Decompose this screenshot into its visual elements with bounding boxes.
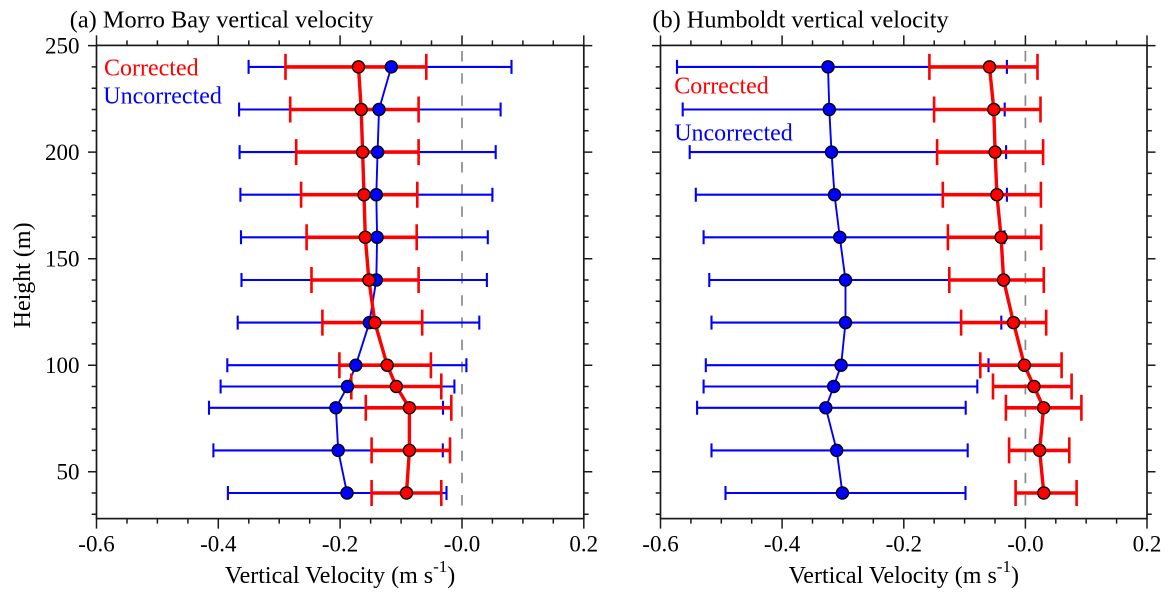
svg-text:100: 100 [45, 353, 80, 378]
svg-text:-0.6: -0.6 [78, 532, 114, 557]
svg-text:-0.6: -0.6 [642, 532, 678, 557]
svg-text:Height (m): Height (m) [10, 222, 36, 328]
svg-text:Uncorrected: Uncorrected [103, 84, 222, 110]
svg-text:250: 250 [45, 33, 80, 58]
svg-text:Vertical Velocity (m s-1): Vertical Velocity (m s-1) [225, 557, 455, 589]
svg-text:0.2: 0.2 [1133, 532, 1162, 557]
svg-text:Vertical Velocity (m s-1): Vertical Velocity (m s-1) [789, 557, 1019, 589]
svg-text:Corrected: Corrected [104, 56, 199, 82]
svg-text:Uncorrected: Uncorrected [674, 121, 793, 147]
svg-text:-0.4: -0.4 [764, 532, 801, 557]
svg-text:(a) Morro Bay vertical velocit: (a) Morro Bay vertical velocity [70, 7, 374, 34]
svg-text:150: 150 [45, 247, 80, 272]
svg-text:Corrected: Corrected [674, 74, 769, 100]
svg-text:-0.0: -0.0 [444, 532, 480, 557]
svg-text:(b) Humboldt vertical velocity: (b) Humboldt vertical velocity [652, 7, 949, 34]
svg-text:0.2: 0.2 [569, 532, 598, 557]
svg-text:200: 200 [45, 140, 80, 165]
svg-text:-0.4: -0.4 [200, 532, 237, 557]
svg-text:-0.2: -0.2 [322, 532, 358, 557]
svg-text:50: 50 [57, 460, 80, 485]
svg-text:-0.2: -0.2 [886, 532, 922, 557]
svg-text:-0.0: -0.0 [1007, 532, 1043, 557]
